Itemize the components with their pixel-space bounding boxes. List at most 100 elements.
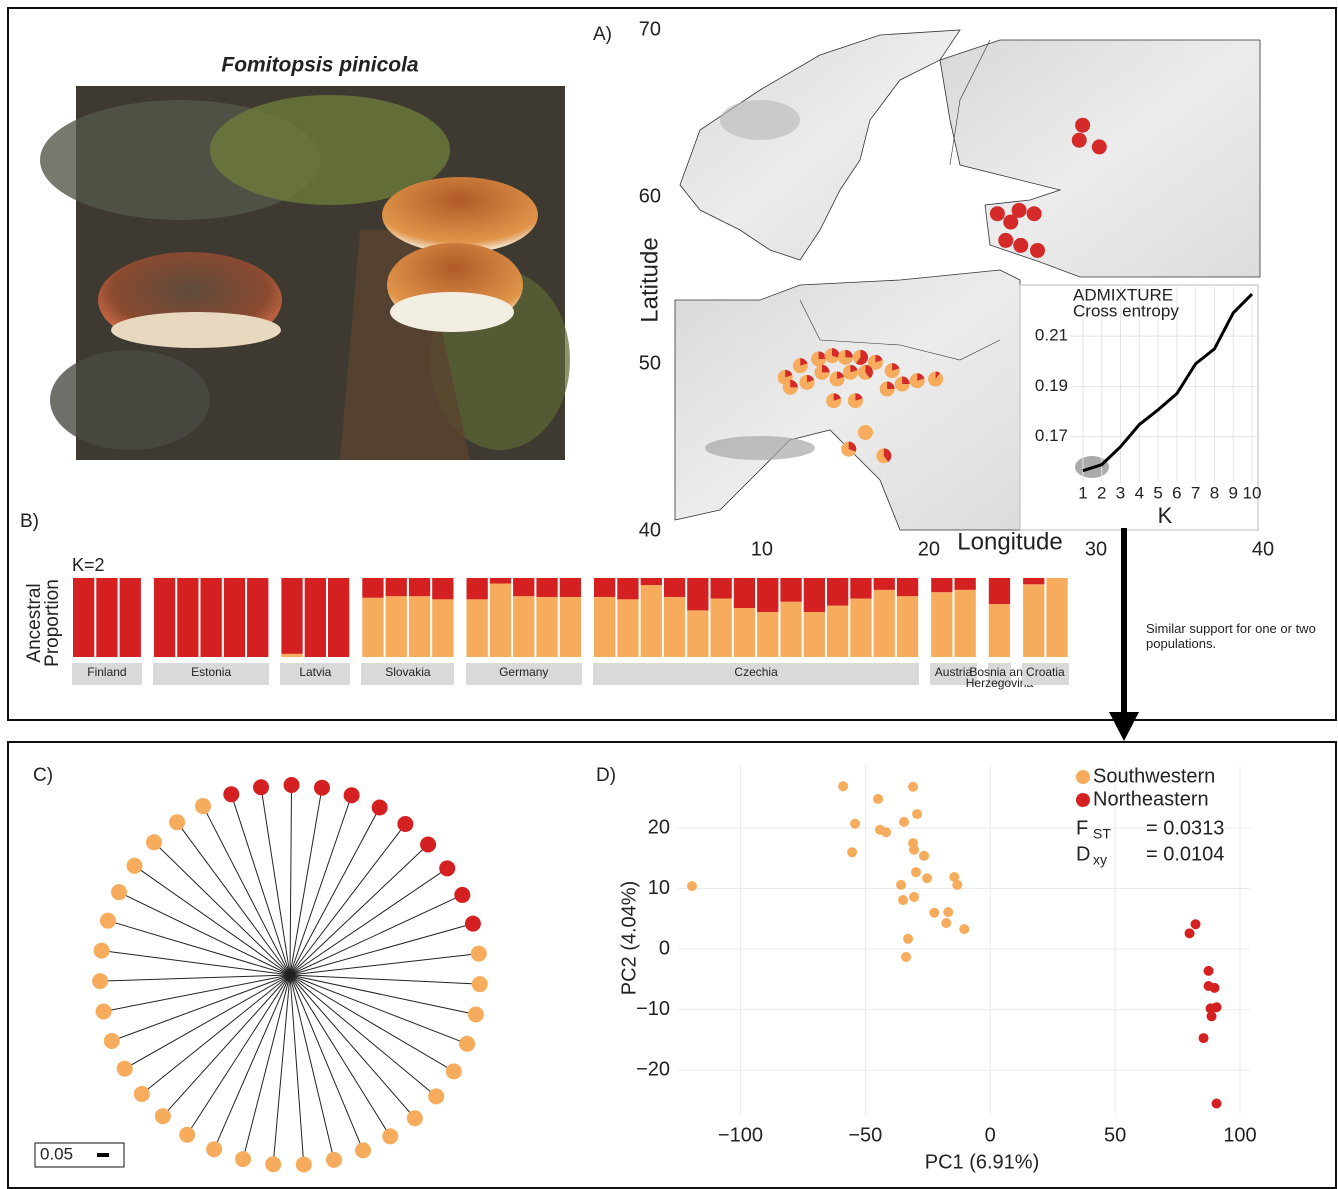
map-point [895, 377, 910, 392]
map-point [826, 393, 841, 408]
point [909, 892, 919, 902]
leaf [111, 884, 127, 900]
x-tick-label: 4 [1135, 483, 1144, 502]
map-point [1027, 206, 1042, 221]
bar-segment [177, 578, 198, 657]
y-tick-label: 0.19 [1035, 376, 1068, 395]
panel-label: C) [33, 765, 53, 786]
pie-slice [990, 206, 1005, 221]
leaf [468, 1007, 484, 1023]
branch [290, 868, 447, 975]
leaf [439, 860, 455, 876]
map-point [1013, 238, 1028, 253]
leaf [472, 976, 488, 992]
bar-segment [850, 599, 871, 657]
bar-segment [362, 578, 383, 598]
leaf [465, 916, 481, 932]
bar-segment [931, 592, 952, 657]
bar-segment [931, 578, 952, 592]
panel-label: D) [596, 765, 616, 786]
bar-segment [874, 578, 895, 590]
branch [125, 975, 290, 1069]
point [847, 847, 857, 857]
branch [290, 975, 454, 1071]
bar-segment [409, 578, 430, 596]
point [909, 845, 919, 855]
bar-segment [432, 599, 453, 657]
bar-segment [1023, 584, 1044, 657]
group-label-wrap: Slovakia [348, 667, 468, 678]
leaf [407, 1110, 423, 1126]
point [898, 895, 908, 905]
leaf [296, 1157, 312, 1173]
point [896, 880, 906, 890]
bar-segment [641, 578, 662, 585]
stat-symbol: D [1076, 843, 1090, 865]
group-label-wrap: Finland [47, 667, 167, 678]
group-label-wrap: Germany [464, 667, 584, 678]
group-label-wrap: Czechia [696, 667, 816, 678]
bar-segment [409, 596, 430, 657]
point [1210, 983, 1220, 993]
leaf [155, 1108, 171, 1124]
x-tick-label: 10 [1243, 483, 1262, 502]
group-label-box: Croatia [1022, 663, 1069, 685]
y-axis-label: Proportion [42, 579, 63, 667]
pie-slice [1003, 215, 1018, 230]
point [912, 809, 922, 819]
x-tick-label: 0 [985, 1124, 996, 1146]
panel-label: B) [20, 511, 39, 532]
branch [187, 975, 290, 1135]
leaf [134, 1086, 150, 1102]
bar-segment [780, 578, 801, 602]
point [959, 924, 969, 934]
pie-slice [998, 233, 1013, 248]
group-label: Germany [499, 667, 548, 678]
y-tick-label: 0 [659, 937, 670, 959]
pie-slice [1030, 243, 1045, 258]
map-point [841, 442, 856, 457]
leaf [253, 779, 269, 795]
pie-slice [1027, 206, 1042, 221]
group-label-box: Germany [466, 663, 583, 685]
bar-segment [687, 610, 708, 657]
legend-marker [1076, 793, 1090, 807]
branch [135, 866, 290, 975]
y-tick-label: 0.21 [1035, 326, 1068, 345]
map-point [876, 448, 891, 463]
leaf [397, 816, 413, 832]
group-label-box: Slovakia [361, 663, 454, 685]
bar-segment [467, 599, 488, 657]
branch [290, 795, 352, 975]
group-label-wrap: Croatia [985, 667, 1105, 678]
bar-segment [560, 597, 581, 657]
y-axis-label: Latitude [636, 237, 663, 322]
leaf [223, 786, 239, 802]
point [1185, 928, 1195, 938]
point [929, 908, 939, 918]
x-tick-label: 10 [751, 538, 773, 560]
map-point [825, 348, 840, 363]
bar-segment [362, 598, 383, 657]
leaf [314, 780, 330, 796]
leaf [92, 973, 108, 989]
bar-segment [386, 596, 407, 657]
branch [290, 975, 415, 1118]
leaf [428, 1088, 444, 1104]
map-point [811, 351, 826, 366]
bar-segment [560, 578, 581, 597]
point [903, 934, 913, 944]
x-tick-label: 40 [1252, 538, 1274, 560]
x-tick-label: 9 [1228, 483, 1237, 502]
x-tick-label: 7 [1191, 483, 1200, 502]
stat-subscript: xy [1093, 852, 1107, 868]
leaf [117, 1061, 133, 1077]
x-tick-label: 5 [1153, 483, 1162, 502]
bar-segment [513, 596, 534, 657]
map-point [1003, 215, 1018, 230]
bar-segment [490, 584, 511, 657]
branch [290, 975, 390, 1136]
bar-segment [96, 578, 117, 657]
group-label: Czechia [734, 667, 777, 678]
bar-segment [224, 578, 245, 657]
